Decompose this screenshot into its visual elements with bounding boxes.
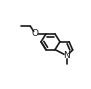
- Text: O: O: [32, 29, 39, 38]
- Text: N: N: [64, 51, 70, 60]
- Circle shape: [64, 53, 69, 58]
- Circle shape: [33, 31, 38, 37]
